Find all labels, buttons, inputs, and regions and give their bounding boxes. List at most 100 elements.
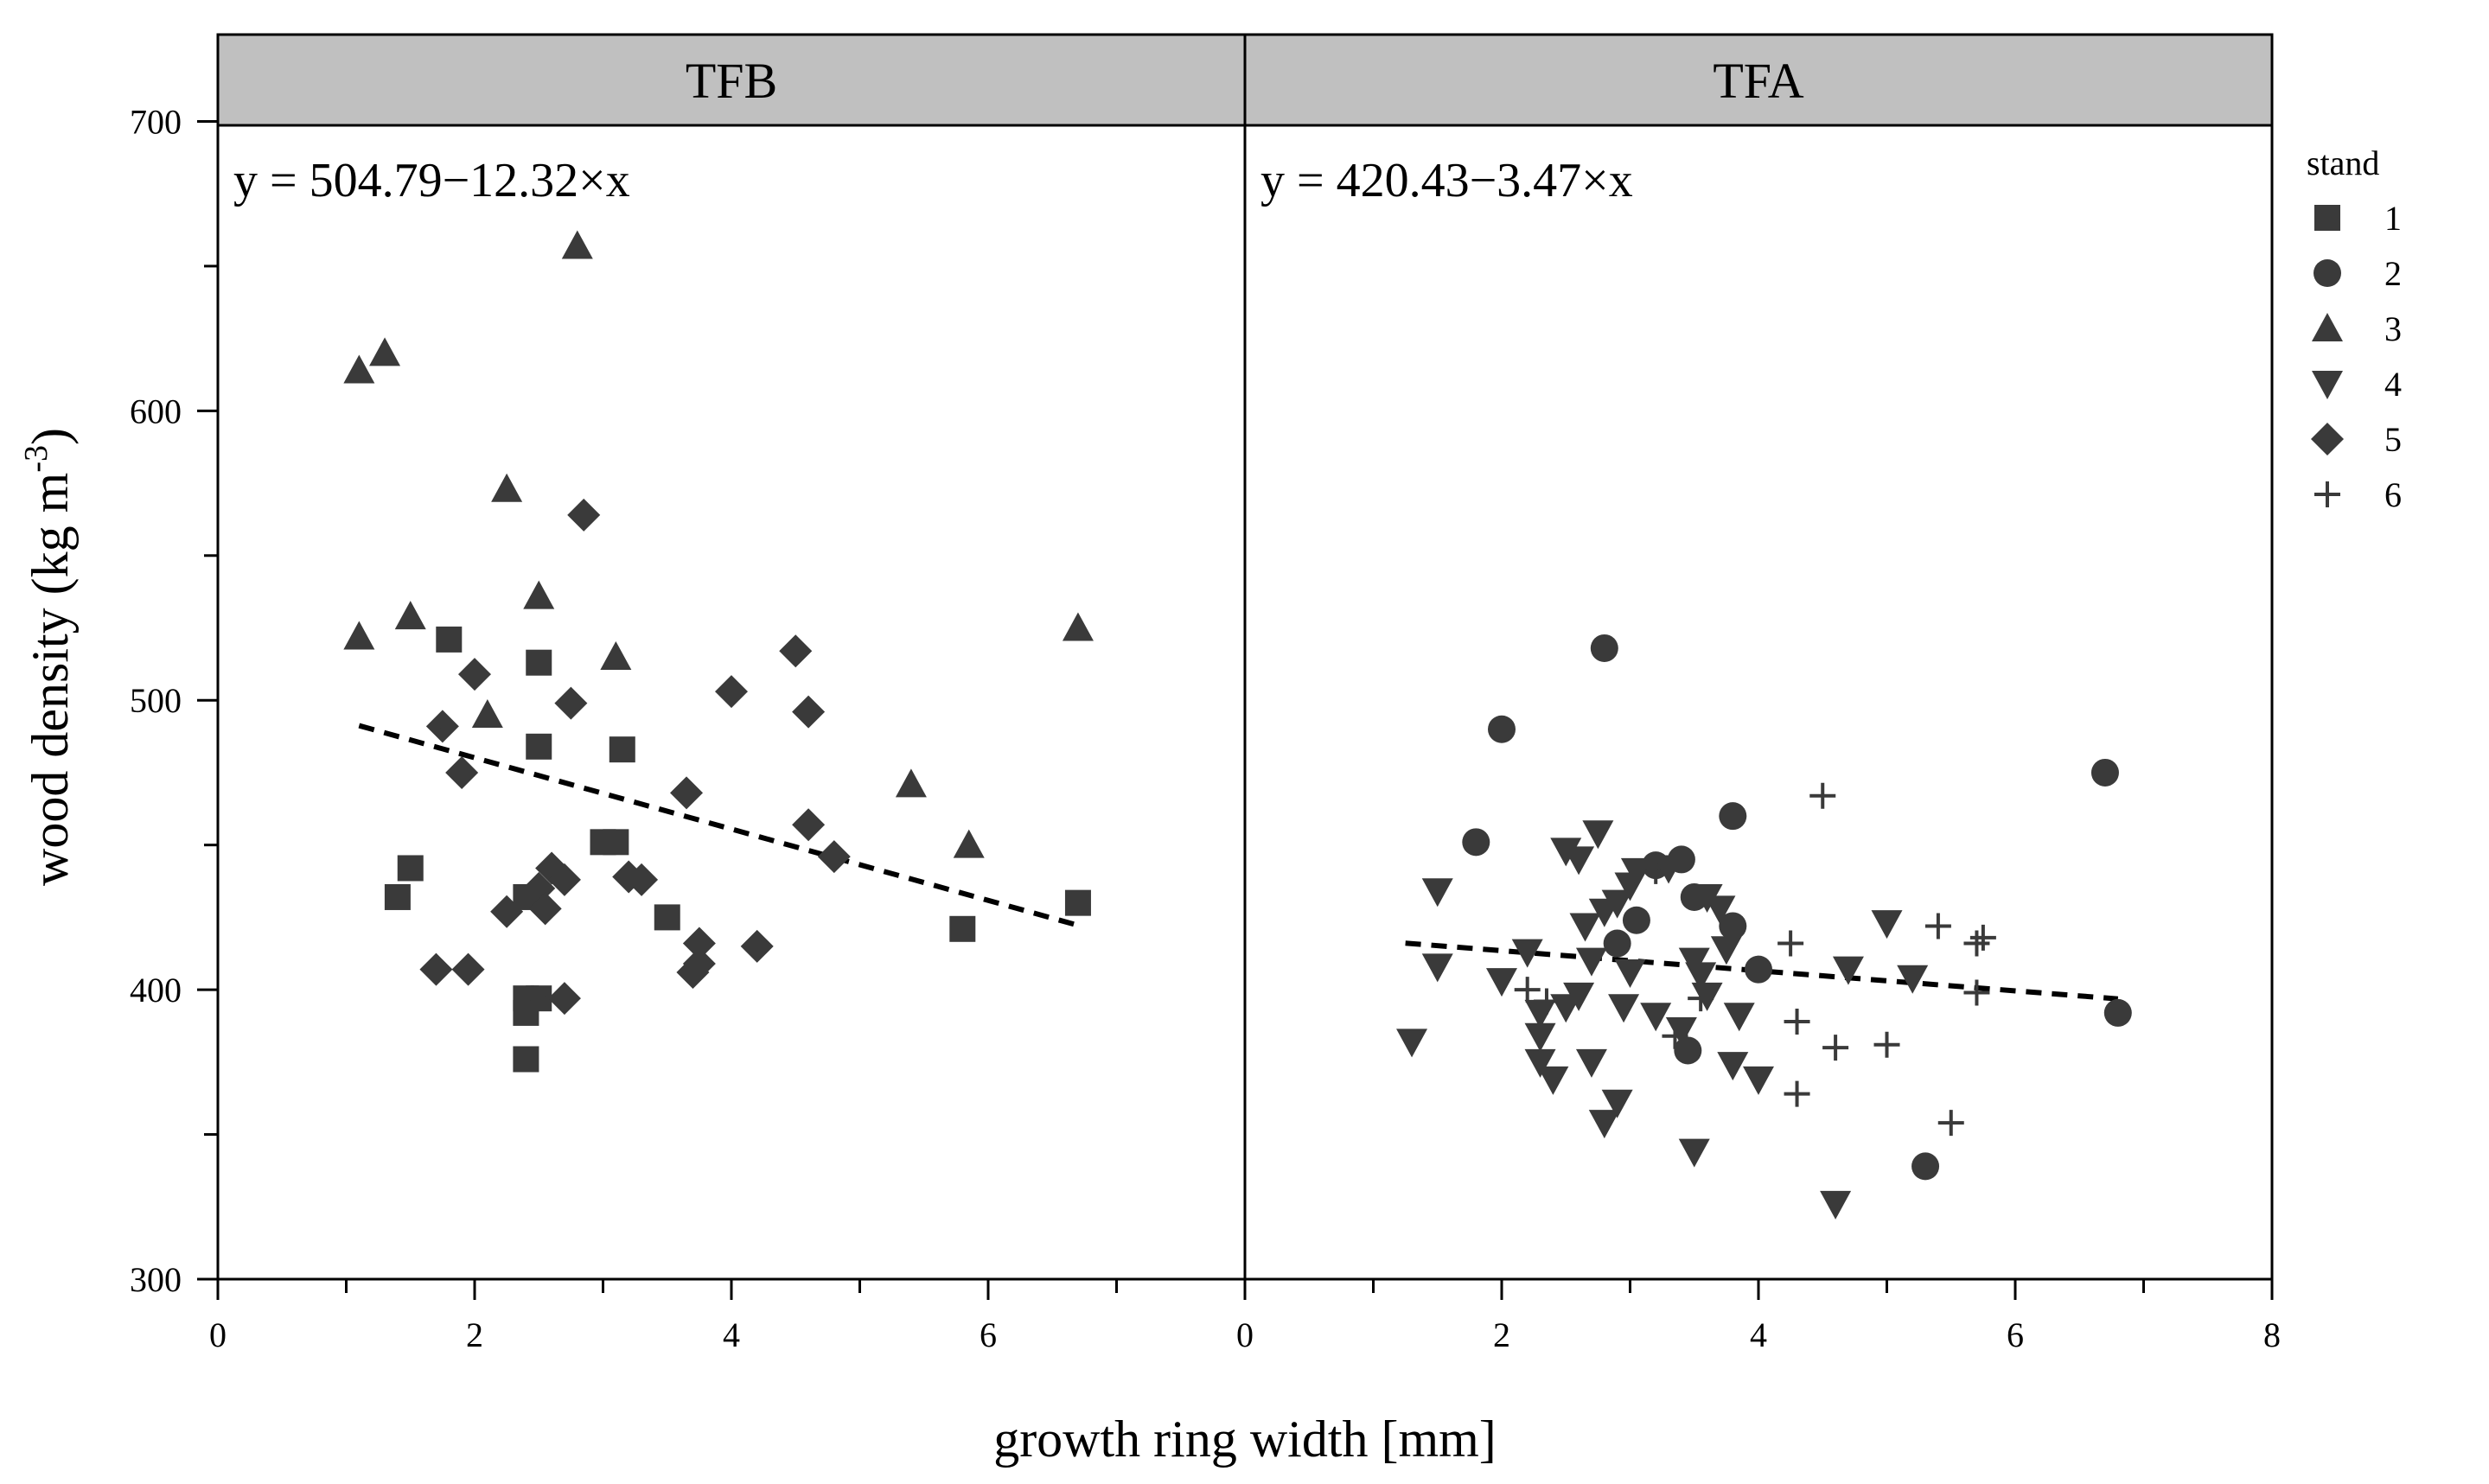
x-tick-label-TFB-4: 4	[723, 1315, 740, 1354]
point-TFA-stand2-14	[2103, 998, 2132, 1027]
legend-marker-4	[2312, 371, 2343, 399]
point-TFB-stand5-23	[792, 808, 826, 842]
y-axis-title-close: )	[22, 428, 79, 445]
equation-tfb: y = 504.79−12.32×x	[233, 154, 630, 207]
point-TFB-stand5-24	[817, 840, 851, 874]
point-TFB-stand5-3	[451, 952, 485, 986]
point-TFB-stand5-4	[458, 658, 491, 691]
point-TFA-stand4-19	[1601, 889, 1633, 919]
point-TFA-stand4-2	[1421, 953, 1453, 983]
point-TFB-stand1-15	[1064, 889, 1091, 916]
point-TFA-stand6-13	[1963, 930, 1990, 957]
legend-marker-1	[2314, 205, 2340, 231]
point-TFB-stand6-1	[519, 985, 546, 1012]
x-tick-label-TFB-0: 0	[209, 1315, 227, 1354]
point-TFA-stand4-15	[1575, 947, 1607, 977]
y-axis-title: wood density (kg m-3)	[18, 428, 79, 886]
y-axis-title-superscript: -3	[18, 445, 54, 473]
y-tick-label-700: 700	[130, 102, 182, 141]
point-TFA-stand4-14	[1575, 1048, 1607, 1078]
y-tick-label-600: 600	[130, 392, 182, 430]
point-TFA-stand4-36	[1723, 1003, 1755, 1032]
y-axis: 300 400 500 600 700	[130, 102, 218, 1299]
point-TFA-stand4-30	[1685, 962, 1717, 991]
point-TFB-stand3-3	[394, 601, 426, 630]
legend-marker-6	[2314, 481, 2340, 507]
point-TFA-stand4-22	[1614, 959, 1646, 989]
point-TFA-stand6-7	[1784, 1080, 1810, 1107]
legend-marker-2	[2313, 259, 2341, 287]
point-TFB-stand5-19	[715, 675, 748, 709]
point-TFA-stand6-2	[1643, 857, 1669, 884]
point-TFB-stand1-0	[384, 883, 411, 910]
point-TFA-stand6-6	[1784, 1008, 1810, 1035]
legend: stand 1 2 3 4 5 6	[2307, 143, 2402, 514]
x-tick-label-TFA-8: 8	[2263, 1315, 2281, 1354]
strip-title-tfa: TFA	[1713, 53, 1803, 109]
point-TFA-stand2-1	[1488, 715, 1516, 743]
point-TFA-stand6-8	[1809, 782, 1836, 809]
point-TFA-stand6-14	[1963, 979, 1990, 1006]
strip-title-tfb: TFB	[686, 53, 777, 109]
strip-header-tfb	[216, 33, 1247, 127]
point-TFB-stand3-9	[895, 768, 927, 798]
point-TFA-stand4-24	[1620, 857, 1652, 887]
y-tick-label-300: 300	[130, 1260, 182, 1299]
point-TFB-stand1-9	[526, 649, 552, 676]
point-TFA-stand4-1	[1421, 878, 1453, 908]
point-TFB-stand5-20	[740, 929, 774, 963]
point-TFB-stand3-5	[491, 473, 523, 502]
legend-label-3: 3	[2384, 309, 2402, 348]
point-TFB-stand1-14	[949, 915, 976, 942]
point-TFA-stand4-28	[1678, 947, 1710, 977]
point-TFA-stand4-34	[1710, 936, 1742, 965]
point-TFA-stand2-9	[1719, 802, 1747, 831]
point-TFA-stand2-12	[1911, 1152, 1940, 1181]
point-TFA-stand6-5	[1777, 930, 1804, 957]
legend-title: stand	[2307, 143, 2379, 182]
point-TFA-stand2-2	[1590, 634, 1618, 662]
point-TFB-stand3-4	[471, 698, 503, 728]
point-TFB-stand1-8	[526, 733, 552, 760]
point-TFB-stand3-8	[600, 641, 632, 670]
legend-marker-3	[2312, 313, 2343, 341]
point-TFB-stand6-0	[429, 713, 456, 740]
point-TFB-stand3-6	[523, 580, 555, 609]
point-TFA-stand4-33	[1704, 895, 1736, 925]
point-TFA-stand6-9	[1822, 1035, 1849, 1061]
y-tick-label-500: 500	[130, 681, 182, 720]
strip-header-tfa	[1243, 33, 2274, 127]
y-axis-title-main: wood density (kg m	[22, 473, 79, 886]
point-TFB-stand3-0	[343, 354, 375, 384]
point-TFA-stand4-41	[1897, 965, 1929, 994]
point-TFA-stand4-16	[1582, 820, 1614, 850]
x-axis-title: growth ring width [mm]	[993, 1411, 1497, 1468]
point-TFA-stand4-11	[1563, 846, 1595, 876]
legend-label-6: 6	[2384, 475, 2402, 514]
point-TFB-stand5-14	[625, 863, 659, 896]
point-TFB-stand5-22	[792, 695, 826, 729]
x-tick-label-TFA-0: 0	[1236, 1315, 1254, 1354]
point-TFB-stand1-12	[609, 736, 635, 763]
point-TFB-stand5-9	[547, 982, 581, 1016]
x-tick-label-TFA-4: 4	[1750, 1315, 1767, 1354]
point-TFA-stand4-4	[1511, 939, 1543, 968]
legend-label-2: 2	[2384, 254, 2402, 293]
point-TFA-stand4-38	[1820, 1190, 1852, 1220]
data-points	[343, 230, 2132, 1220]
point-TFA-stand6-1	[1533, 988, 1560, 1015]
regression-line-TFB	[358, 723, 1079, 928]
point-TFB-stand5-0	[419, 952, 453, 986]
x-axis-tfb: 0 2 4 6	[209, 1279, 1118, 1354]
point-TFA-stand4-20	[1601, 1089, 1633, 1118]
point-TFA-stand4-18	[1588, 1110, 1620, 1139]
point-TFB-stand5-7	[528, 892, 562, 926]
point-TFB-stand5-18	[682, 946, 716, 980]
point-TFB-stand3-7	[561, 230, 593, 259]
point-TFB-stand1-3	[513, 1046, 539, 1073]
point-TFB-stand3-2	[343, 621, 375, 650]
point-TFA-stand4-3	[1486, 968, 1517, 997]
point-TFA-stand2-11	[1745, 955, 1772, 984]
point-TFA-stand4-0	[1396, 1029, 1428, 1058]
